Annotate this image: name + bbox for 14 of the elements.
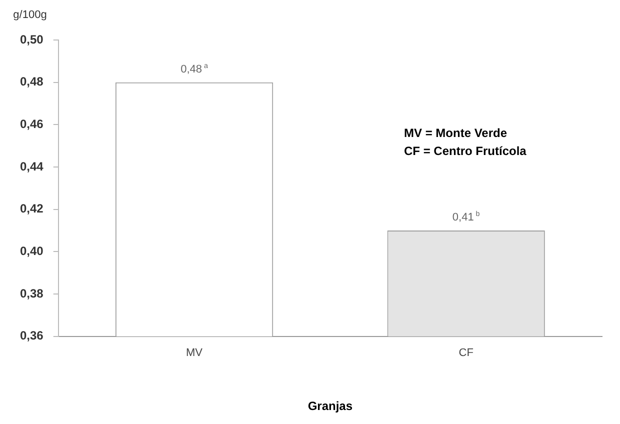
y-tick-label: 0,38 — [20, 286, 44, 300]
annotation: CF = Centro Frutícola — [404, 144, 527, 158]
y-tick-label: 0,44 — [20, 159, 44, 174]
y-tick-label: 0,36 — [20, 328, 44, 343]
annotation: MV = Monte Verde — [404, 126, 508, 140]
y-tick-label: 0,48 — [20, 74, 44, 89]
y-tick-label: 0,40 — [20, 244, 44, 258]
x-tick-label: CF — [458, 347, 474, 360]
y-axis-title: g/100g — [13, 9, 47, 21]
x-axis-title: Granjas — [308, 399, 353, 414]
y-tick-label: 0,46 — [20, 117, 44, 131]
y-tick-label: 0,50 — [20, 32, 44, 46]
y-tick-label: 0,42 — [20, 202, 44, 216]
x-tick-label: MV — [186, 347, 204, 360]
